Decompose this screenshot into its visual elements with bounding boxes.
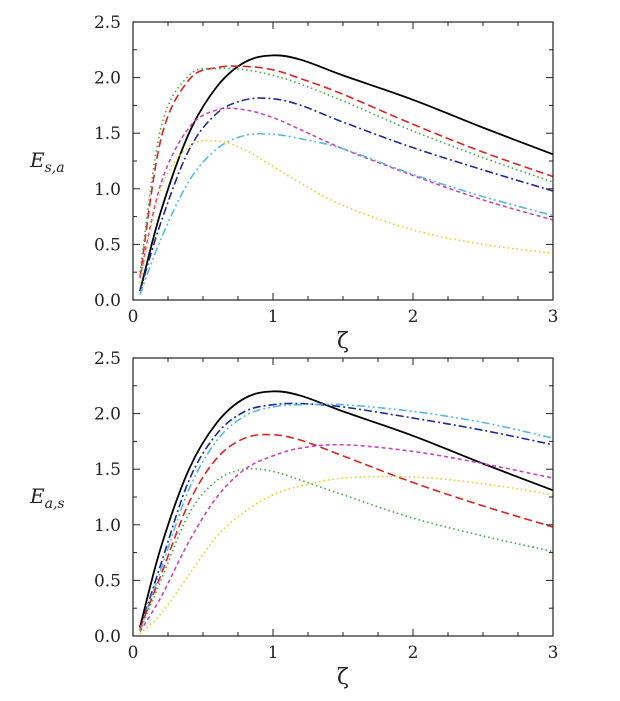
x-tick-label: 3 [548,643,559,663]
top-panel: 0 1 2 3 0.0 0.5 1.0 1.5 2.0 2.5 ζ Es,a [29,13,558,354]
series-line-2 [139,403,554,631]
series-line-1 [139,402,554,630]
series-line-4 [139,107,554,278]
y-axis-title: Es,a [29,148,65,176]
y-tick-label: 0.5 [94,571,121,591]
series-line-4 [139,443,554,632]
x-tick-label: 0 [128,307,139,327]
y-tick-label: 2.0 [94,405,121,425]
x-axis-title: ζ [337,665,349,690]
bottom-panel: 0 1 2 3 0.0 0.5 1.0 1.5 2.0 2.5 ζ Ea,s [29,349,558,690]
series-line-6 [139,139,554,284]
series-line-2 [139,67,554,273]
series-line-6 [139,475,554,635]
series-line-0 [139,54,554,292]
x-tick-label: 2 [408,643,419,663]
series-line-3 [139,97,554,292]
series-line-0 [139,390,554,628]
y-axis-title-main: E [29,148,45,172]
y-tick-label: 0.0 [94,291,121,311]
plot-frame [132,21,554,301]
y-axis-title-subscript: a,s [45,496,65,512]
x-tick-label: 1 [268,307,279,327]
y-tick-label: 2.0 [94,69,121,89]
y-tick-label: 1.5 [94,124,121,144]
y-tick-label: 1.0 [94,516,121,536]
y-tick-label: 2.5 [94,349,121,369]
y-axis-title-main: E [29,484,45,508]
y-axis-title: Ea,s [29,484,65,512]
plot-frame [132,357,554,637]
y-tick-label: 1.0 [94,180,121,200]
x-tick-label: 0 [128,643,139,663]
x-tick-label: 2 [408,307,419,327]
series-line-3 [139,433,554,629]
y-tick-label: 0.0 [94,627,121,647]
y-tick-label: 2.5 [94,13,121,33]
x-axis-title: ζ [337,329,349,354]
series-line-5 [139,467,554,631]
y-tick-label: 0.5 [94,235,121,255]
x-tick-label: 3 [548,307,559,327]
y-axis-title-subscript: s,a [45,160,65,176]
y-tick-label: 1.5 [94,460,121,480]
series-line-5 [139,132,554,295]
x-tick-label: 1 [268,643,279,663]
series-line-1 [139,65,554,278]
